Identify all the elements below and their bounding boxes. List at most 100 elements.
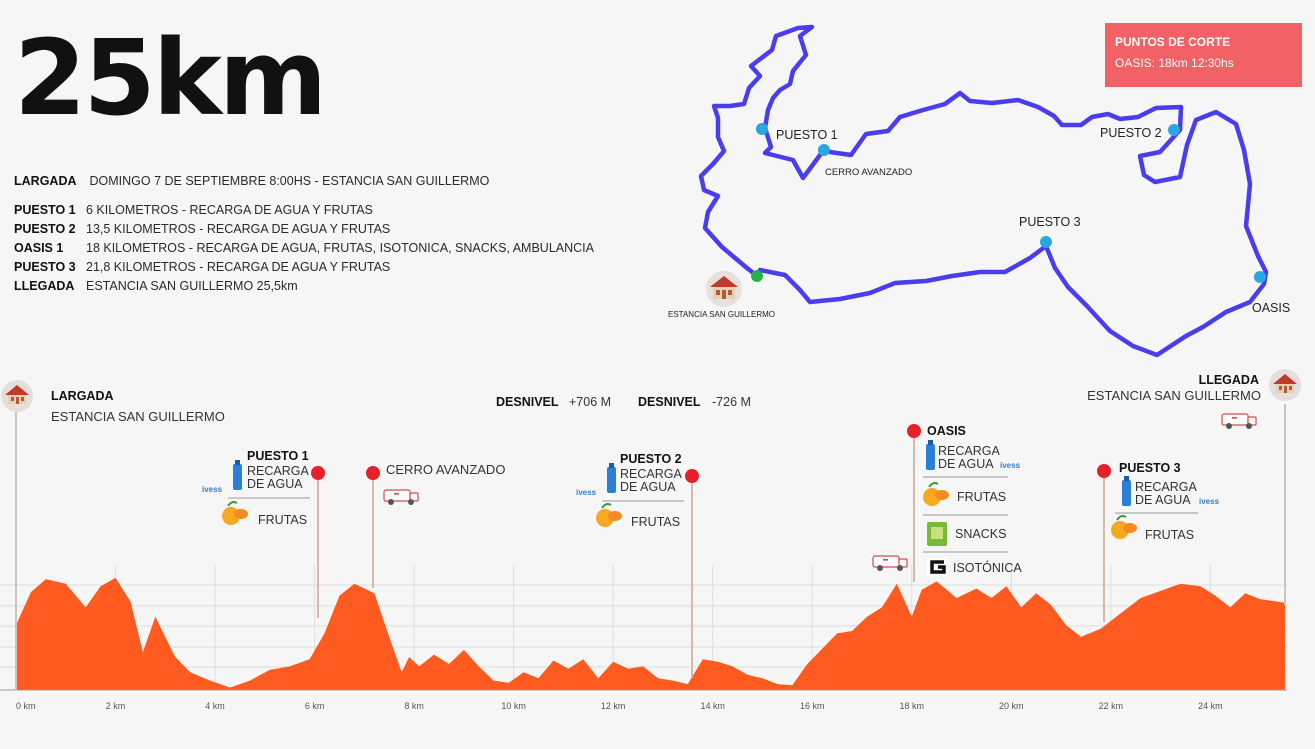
- isotonic-icon: [927, 558, 947, 576]
- fruit-icon: [596, 503, 622, 527]
- cerro-marker: [366, 466, 380, 480]
- puesto2-water-label: RECARGA DE AGUA: [620, 467, 682, 494]
- oasis-title: OASIS: [927, 424, 966, 438]
- map-label-oasis: OASIS: [1252, 301, 1290, 315]
- info-text: 13,5 KILOMETROS - RECARGA DE AGUA Y FRUT…: [86, 222, 391, 236]
- map-marker-start: [751, 270, 763, 282]
- puesto3-water-text: RECARGA: [1135, 480, 1197, 494]
- llegada-title: LLEGADA: [1199, 373, 1259, 387]
- oasis-water-label: RECARGA DE AGUA: [938, 444, 1000, 471]
- x-tick-label: 4 km: [205, 701, 225, 711]
- map-label-estancia: ESTANCIA SAN GUILLERMO: [668, 310, 775, 319]
- water-bottle-icon: [607, 463, 616, 493]
- info-text: 6 KILOMETROS - RECARGA DE AGUA Y FRUTAS: [86, 203, 373, 217]
- puesto1-marker: [311, 466, 325, 480]
- puesto2-water-text: RECARGA: [620, 467, 682, 481]
- puesto1-title: PUESTO 1: [247, 449, 309, 463]
- x-tick-label: 12 km: [601, 701, 626, 711]
- map-marker-puesto3: [1040, 236, 1052, 248]
- ambulance-icon: [872, 555, 908, 571]
- puesto3-water-label: RECARGA DE AGUA: [1135, 480, 1197, 507]
- puesto1-fruit-label: FRUTAS: [258, 513, 307, 527]
- brand-logo: ivess: [1199, 497, 1220, 506]
- start-house-icon: [1, 380, 33, 412]
- x-tick-label: 0 km: [16, 701, 36, 711]
- info-label: LARGADA: [14, 174, 77, 188]
- ambulance-icon: [383, 489, 419, 505]
- map-label-puesto3: PUESTO 3: [1019, 215, 1081, 229]
- puesto3-marker: [1097, 464, 1111, 478]
- distance-title: 25km: [14, 17, 327, 139]
- route-line: [698, 24, 1269, 358]
- estancia-icon: [706, 271, 742, 307]
- info-text: 18 KILOMETROS - RECARGA DE AGUA, FRUTAS,…: [86, 241, 594, 255]
- info-label: PUESTO 1: [14, 203, 76, 217]
- info-row: PUESTO 2 13,5 KILOMETROS - RECARGA DE AGU…: [14, 220, 594, 239]
- x-tick-label: 20 km: [999, 701, 1024, 711]
- oasis-water-text-line2: DE AGUA: [938, 457, 994, 471]
- oasis-isotonic-label: ISOTÓNICA: [953, 560, 1022, 575]
- map-label-cerro: CERRO AVANZADO: [825, 167, 912, 178]
- x-tick-label: 18 km: [900, 701, 925, 711]
- cutoff-box: PUNTOS DE CORTE OASIS: 18km 12:30hs: [1105, 23, 1302, 87]
- desnivel-label-up: DESNIVEL: [496, 395, 559, 409]
- largada-title: LARGADA: [51, 389, 114, 403]
- puesto3-water-text-line2: DE AGUA: [1135, 493, 1191, 507]
- brand-logo: ivess: [576, 488, 597, 497]
- ambulance-icon: [1221, 413, 1257, 429]
- x-tick-label: 2 km: [106, 701, 126, 711]
- info-row-largada: LARGADA DOMINGO 7 DE SEPTIEMBRE 8:00HS -…: [14, 172, 594, 191]
- cutoff-text: OASIS: 18km 12:30hs: [1115, 56, 1234, 70]
- fruit-icon: [222, 501, 248, 525]
- cerro-title: CERRO AVANZADO: [386, 462, 505, 477]
- cutoff-title: PUNTOS DE CORTE: [1115, 35, 1231, 49]
- oasis-fruit-label: FRUTAS: [957, 490, 1006, 504]
- info-text: 21,8 KILOMETROS - RECARGA DE AGUA Y FRUT…: [86, 260, 391, 274]
- puesto2-title: PUESTO 2: [620, 452, 682, 466]
- puesto3-title: PUESTO 3: [1119, 461, 1181, 475]
- puesto1-water-text-line2: DE AGUA: [247, 477, 303, 491]
- elevation-profile: 0 km 2 km 4 km 6 km 8 km 10 km 12 km 14 km 16 km…: [0, 369, 1301, 711]
- map-label-puesto1: PUESTO 1: [776, 128, 838, 142]
- water-bottle-icon: [233, 460, 242, 490]
- info-text: ESTANCIA SAN GUILLERMO 25,5km: [86, 279, 298, 293]
- desnivel-value-up: +706 M: [569, 395, 611, 409]
- brand-logo: ivess: [202, 485, 223, 494]
- info-row: PUESTO 1 6 KILOMETROS - RECARGA DE AGUA Y…: [14, 201, 594, 220]
- puesto2-marker: [685, 469, 699, 483]
- race-info: LARGADA DOMINGO 7 DE SEPTIEMBRE 8:00HS -…: [14, 172, 594, 296]
- x-tick-label: 16 km: [800, 701, 825, 711]
- puesto2-water-text-line2: DE AGUA: [620, 480, 676, 494]
- puesto1-water-label: RECARGA DE AGUA: [247, 464, 309, 491]
- x-tick-label: 10 km: [501, 701, 526, 711]
- info-label: PUESTO 2: [14, 222, 76, 236]
- info-label: OASIS 1: [14, 241, 64, 255]
- oasis-snacks-label: SNACKS: [955, 527, 1006, 541]
- info-label: PUESTO 3: [14, 260, 76, 274]
- largada-subtitle: ESTANCIA SAN GUILLERMO: [51, 409, 225, 424]
- desnivel-label-down: DESNIVEL: [638, 395, 701, 409]
- x-tick-label: 8 km: [404, 701, 424, 711]
- fruit-icon: [923, 482, 949, 506]
- brand-logo: ivess: [1000, 461, 1021, 470]
- puesto3-fruit-label: FRUTAS: [1145, 528, 1194, 542]
- elevation-area: [16, 577, 1285, 690]
- puesto1-water-text: RECARGA: [247, 464, 309, 478]
- fruit-icon: [1111, 515, 1137, 539]
- snacks-icon: [927, 522, 947, 546]
- map-marker-puesto2: [1168, 124, 1180, 136]
- map-marker-cerro: [818, 144, 830, 156]
- info-label: LLEGADA: [14, 279, 75, 293]
- x-tick-label: 24 km: [1198, 701, 1223, 711]
- water-bottle-icon: [1122, 476, 1131, 506]
- map-marker-oasis: [1254, 271, 1266, 283]
- desnivel-value-down: -726 M: [712, 395, 751, 409]
- info-row: PUESTO 3 21,8 KILOMETROS - RECARGA DE AGU…: [14, 258, 594, 277]
- finish-house-icon: [1269, 369, 1301, 401]
- puesto2-fruit-label: FRUTAS: [631, 515, 680, 529]
- info-text: DOMINGO 7 DE SEPTIEMBRE 8:00HS - ESTANCI…: [89, 174, 490, 188]
- map-marker-puesto1: [756, 123, 768, 135]
- map-label-puesto2: PUESTO 2: [1100, 126, 1162, 140]
- info-row: OASIS 1 18 KILOMETROS - RECARGA DE AGUA, …: [14, 239, 594, 258]
- llegada-subtitle: ESTANCIA SAN GUILLERMO: [1087, 388, 1261, 403]
